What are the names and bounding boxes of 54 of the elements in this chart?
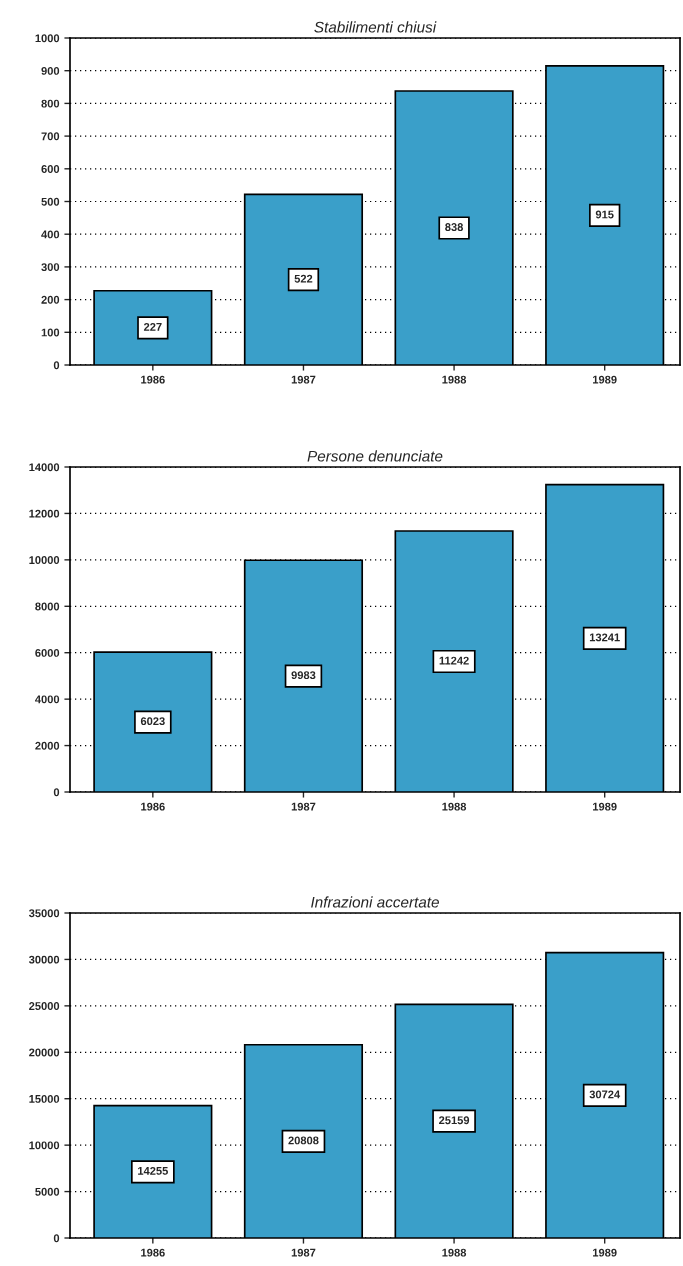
y-tick-label: 10000	[29, 1141, 60, 1150]
y-tick-label: 12000	[29, 509, 60, 518]
y-tick-label: 800	[41, 99, 60, 108]
x-tick-label: 1987	[291, 1248, 316, 1257]
x-tick-label: 1986	[141, 1248, 165, 1257]
x-tick-label: 1989	[593, 1248, 617, 1257]
x-tick-label: 1986	[141, 802, 165, 811]
x-tick-label: 1989	[593, 375, 617, 384]
y-tick-label: 600	[41, 165, 60, 173]
y-tick-label: 20000	[29, 1048, 60, 1057]
x-tick-label: 1988	[442, 802, 467, 811]
data-label: 11242	[439, 656, 469, 665]
data-label: 522	[294, 274, 313, 283]
data-label: 20808	[288, 1136, 319, 1145]
y-tick-label: 4000	[35, 695, 60, 704]
data-label: 838	[445, 223, 463, 231]
data-label: 14255	[138, 1166, 168, 1175]
data-label: 30724	[589, 1090, 621, 1099]
y-tick-label: 400	[41, 230, 60, 239]
y-tick-label: 900	[41, 66, 60, 75]
y-tick-label: 1000	[35, 34, 60, 43]
y-tick-label: 6000	[35, 648, 60, 657]
chart-title: Infrazioni accertate	[311, 896, 439, 908]
y-tick-label: 35000	[28, 909, 60, 918]
y-tick-label: 2000	[35, 741, 60, 750]
y-tick-label: 8000	[35, 602, 60, 611]
y-tick-label: 100	[41, 328, 60, 337]
x-tick-label: 1987	[291, 802, 316, 811]
data-label: 25159	[439, 1116, 470, 1125]
data-label: 6023	[140, 717, 165, 726]
chart-title: Persone denunciate	[307, 450, 443, 462]
y-tick-label: 0	[53, 788, 60, 797]
y-tick-label: 500	[41, 197, 60, 206]
data-label: 227	[143, 323, 162, 331]
y-tick-label: 0	[53, 361, 60, 370]
x-tick-label: 1988	[442, 1248, 467, 1257]
y-tick-label: 200	[41, 295, 60, 304]
x-tick-label: 1987	[291, 375, 316, 384]
data-label: 915	[595, 210, 614, 219]
data-label: 13241	[589, 633, 620, 642]
y-tick-label: 5000	[35, 1187, 60, 1196]
data-label: 9983	[291, 671, 316, 680]
y-tick-label: 0	[53, 1234, 60, 1243]
x-tick-label: 1989	[593, 802, 617, 811]
x-tick-label: 1986	[141, 375, 165, 384]
y-tick-label: 15000	[29, 1094, 60, 1103]
x-tick-label: 1988	[442, 375, 467, 384]
y-tick-label: 10000	[29, 556, 60, 564]
y-tick-label: 25000	[29, 1002, 60, 1010]
y-tick-label: 700	[41, 132, 60, 141]
y-tick-label: 14000	[29, 463, 60, 472]
y-tick-label: 30000	[28, 955, 60, 964]
chart-title: Stabilimenti chiusi	[314, 21, 437, 33]
y-tick-label: 300	[41, 263, 60, 272]
